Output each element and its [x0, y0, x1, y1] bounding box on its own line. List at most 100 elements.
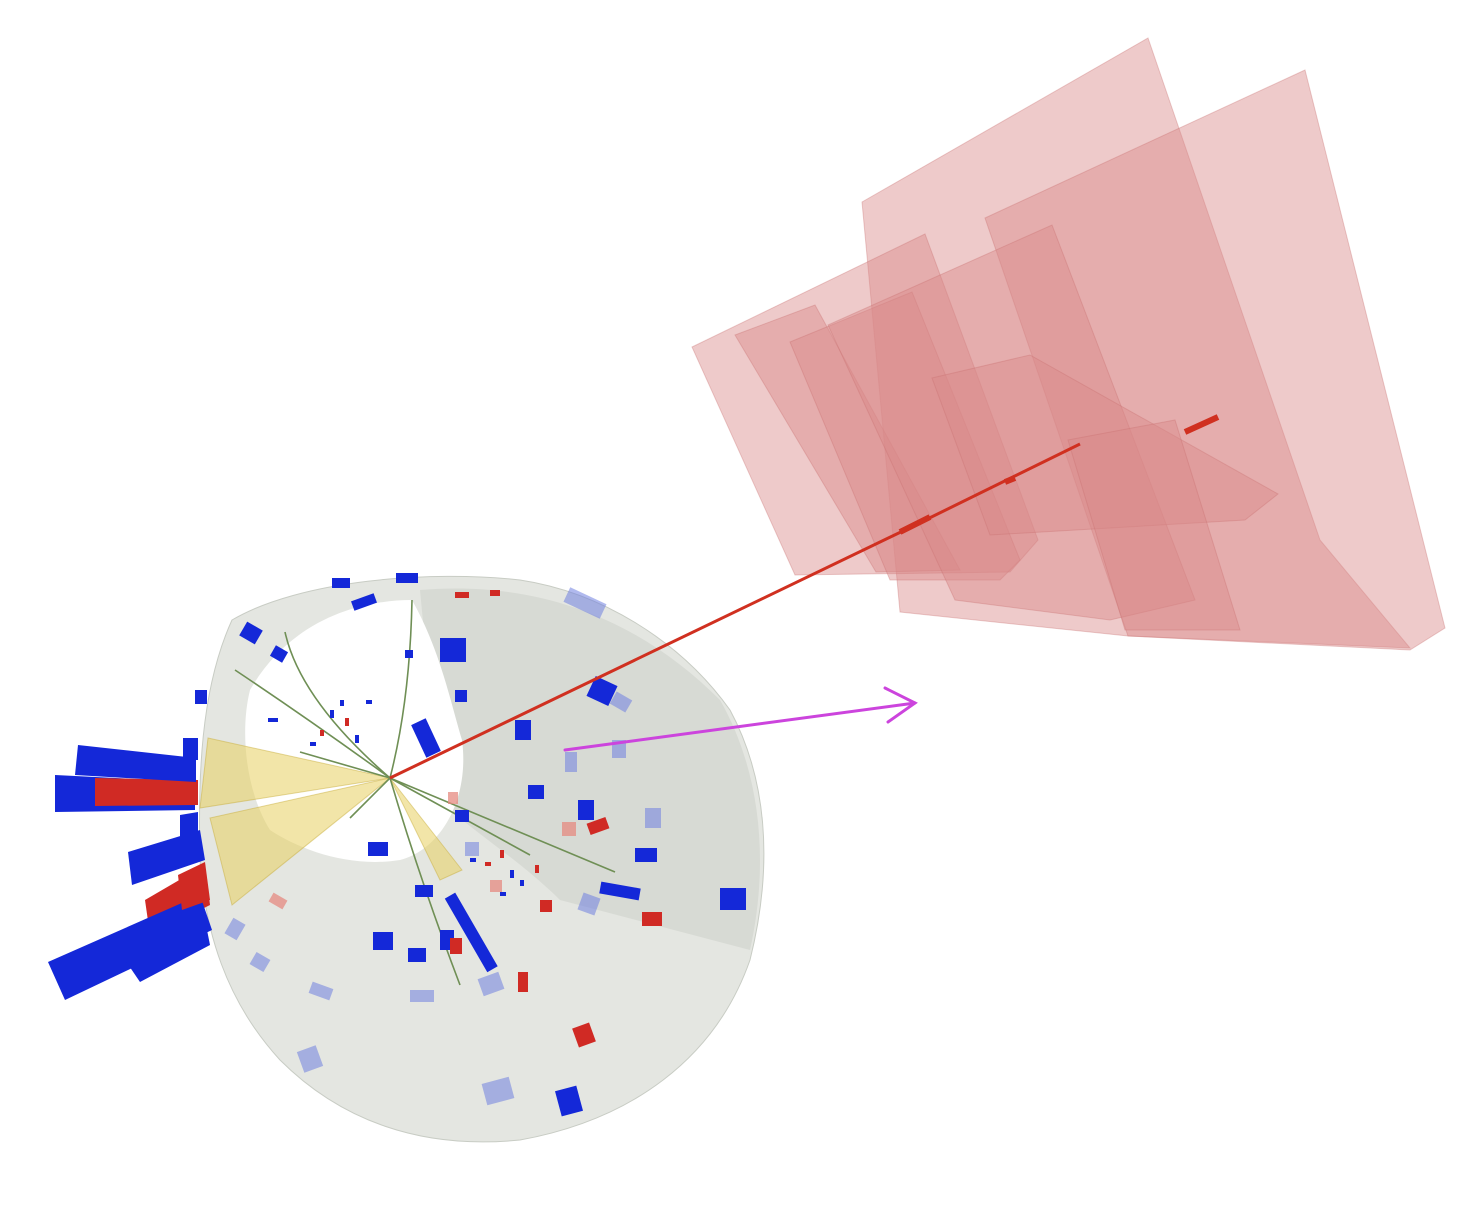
track: [284, 631, 391, 779]
muon-segment: [1183, 414, 1220, 435]
deposit: [635, 848, 657, 862]
deposit: [572, 1022, 596, 1048]
deposit: [565, 752, 577, 772]
track: [389, 777, 461, 986]
vertex-detector-hits: [268, 650, 539, 896]
hcal-tower: [128, 830, 205, 885]
met-arrow-head: [883, 686, 918, 724]
hit: [320, 730, 324, 736]
muon-segment: [898, 514, 932, 535]
deposit: [396, 573, 418, 583]
deposit: [239, 621, 263, 645]
muon-chamber-3: [691, 233, 1039, 576]
jet-cone-2: [209, 777, 391, 906]
deposit: [599, 881, 641, 901]
deposit: [642, 912, 662, 926]
deposit: [332, 578, 350, 588]
faded-hcal-deposits: [224, 587, 661, 1106]
deposit: [586, 675, 618, 707]
hit: [535, 865, 539, 873]
deposit: [450, 938, 462, 954]
deposit: [562, 822, 576, 836]
muon-track: [389, 414, 1220, 780]
hit: [268, 718, 278, 722]
deposit: [465, 842, 479, 856]
muon-chamber-7: [931, 354, 1279, 536]
hit: [405, 650, 413, 658]
muon-segment: [1003, 475, 1017, 485]
deposit: [578, 800, 594, 820]
hit: [355, 735, 359, 743]
deposit: [455, 690, 467, 702]
hcal-tower: [48, 895, 212, 1000]
muon-chamber-5: [789, 291, 1021, 581]
deposit: [518, 972, 528, 992]
deposit: [577, 892, 601, 916]
track: [234, 669, 391, 779]
deposit: [268, 892, 288, 910]
hcal-tower: [180, 812, 198, 838]
muon-chamber-2: [984, 69, 1446, 651]
energy-towers: [48, 573, 746, 1117]
deposit: [455, 592, 469, 598]
muon-chamber-1: [861, 37, 1412, 649]
deposit: [645, 808, 661, 828]
muon-chamber-8: [1067, 419, 1241, 631]
hit: [510, 870, 514, 878]
hit: [310, 742, 316, 746]
hit: [500, 892, 506, 896]
deposit: [477, 971, 505, 997]
deposit: [448, 792, 458, 804]
deposit: [540, 900, 552, 912]
deposit: [515, 720, 531, 740]
deposit: [368, 842, 388, 856]
deposit: [351, 593, 377, 611]
deposit: [455, 810, 469, 822]
met-arrow-shaft: [563, 701, 917, 752]
hit: [330, 710, 334, 718]
deposit: [249, 951, 271, 973]
deposit: [195, 690, 207, 704]
deposit: [308, 981, 334, 1001]
deposit: [269, 645, 289, 663]
deposit: [720, 888, 746, 910]
deposit: [373, 932, 393, 950]
muon-chamber-4: [734, 304, 961, 573]
missing-energy-arrow: [563, 686, 918, 752]
deposit: [408, 948, 426, 962]
hcal-tower: [125, 920, 210, 982]
deposit: [296, 1045, 324, 1073]
muon-track-inner: [389, 528, 906, 780]
deposit: [481, 1076, 515, 1106]
deposit: [609, 691, 633, 713]
hit: [500, 850, 504, 858]
faded-ecal-deposits: [268, 792, 576, 910]
deposit: [528, 785, 544, 799]
deposit: [440, 638, 466, 662]
deposit: [555, 1085, 583, 1117]
calorimeter-right-shade: [420, 588, 760, 950]
hit: [366, 700, 372, 704]
track: [389, 599, 413, 779]
muon-track-outer: [904, 442, 1081, 532]
jet-cone-3: [389, 777, 463, 881]
small-ecal-deposits: [450, 590, 662, 1048]
deposit: [490, 880, 502, 892]
hit: [470, 858, 476, 862]
hit: [520, 880, 524, 886]
jet-cone-1: [199, 737, 391, 809]
ecal-tower: [178, 862, 210, 910]
deposit: [411, 718, 441, 758]
deposit: [410, 990, 434, 1002]
deposit: [586, 816, 610, 836]
ecal-tower: [95, 778, 198, 806]
muon-chambers: [691, 37, 1446, 651]
track: [349, 777, 391, 819]
hit: [345, 718, 349, 726]
deposit: [224, 917, 246, 941]
track: [299, 751, 391, 779]
hcal-tower: [75, 745, 196, 782]
deposit: [563, 587, 607, 619]
deposit: [415, 885, 433, 897]
